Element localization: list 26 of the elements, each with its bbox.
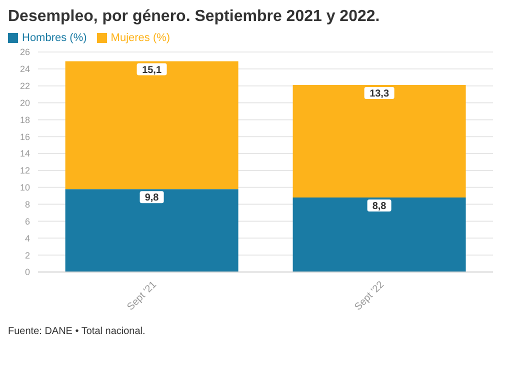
y-tick-label: 2 (24, 250, 30, 260)
y-tick-label: 10 (20, 182, 30, 193)
y-tick-label: 4 (24, 233, 30, 244)
chart-title: Desempleo, por género. Septiembre 2021 y 2022. (8, 8, 381, 26)
y-tick-label: 20 (20, 98, 30, 108)
source-note: Fuente: DANE • Total nacional. (8, 326, 146, 337)
bar (292, 85, 466, 198)
data-label: 13,3 (370, 88, 390, 100)
y-tick-label: 22 (20, 81, 30, 92)
legend-label: Hombres (%) (22, 32, 87, 44)
bar (65, 61, 238, 190)
y-tick-label: 26 (20, 47, 30, 58)
y-tick-label: 14 (20, 148, 30, 159)
y-tick-label: 12 (20, 166, 30, 176)
bar (292, 198, 466, 272)
data-label: 15,1 (142, 64, 162, 76)
y-tick-label: 16 (20, 132, 30, 142)
legend-label: Mujeres (%) (110, 32, 170, 44)
data-label: 8,8 (372, 201, 387, 212)
y-tick-label: 0 (24, 267, 30, 278)
y-tick-label: 24 (20, 64, 30, 74)
bar (65, 189, 238, 272)
data-label: 9,8 (144, 192, 160, 204)
y-tick-label: 6 (24, 216, 30, 226)
y-tick-label: 18 (20, 114, 30, 125)
y-tick-label: 8 (24, 200, 30, 210)
